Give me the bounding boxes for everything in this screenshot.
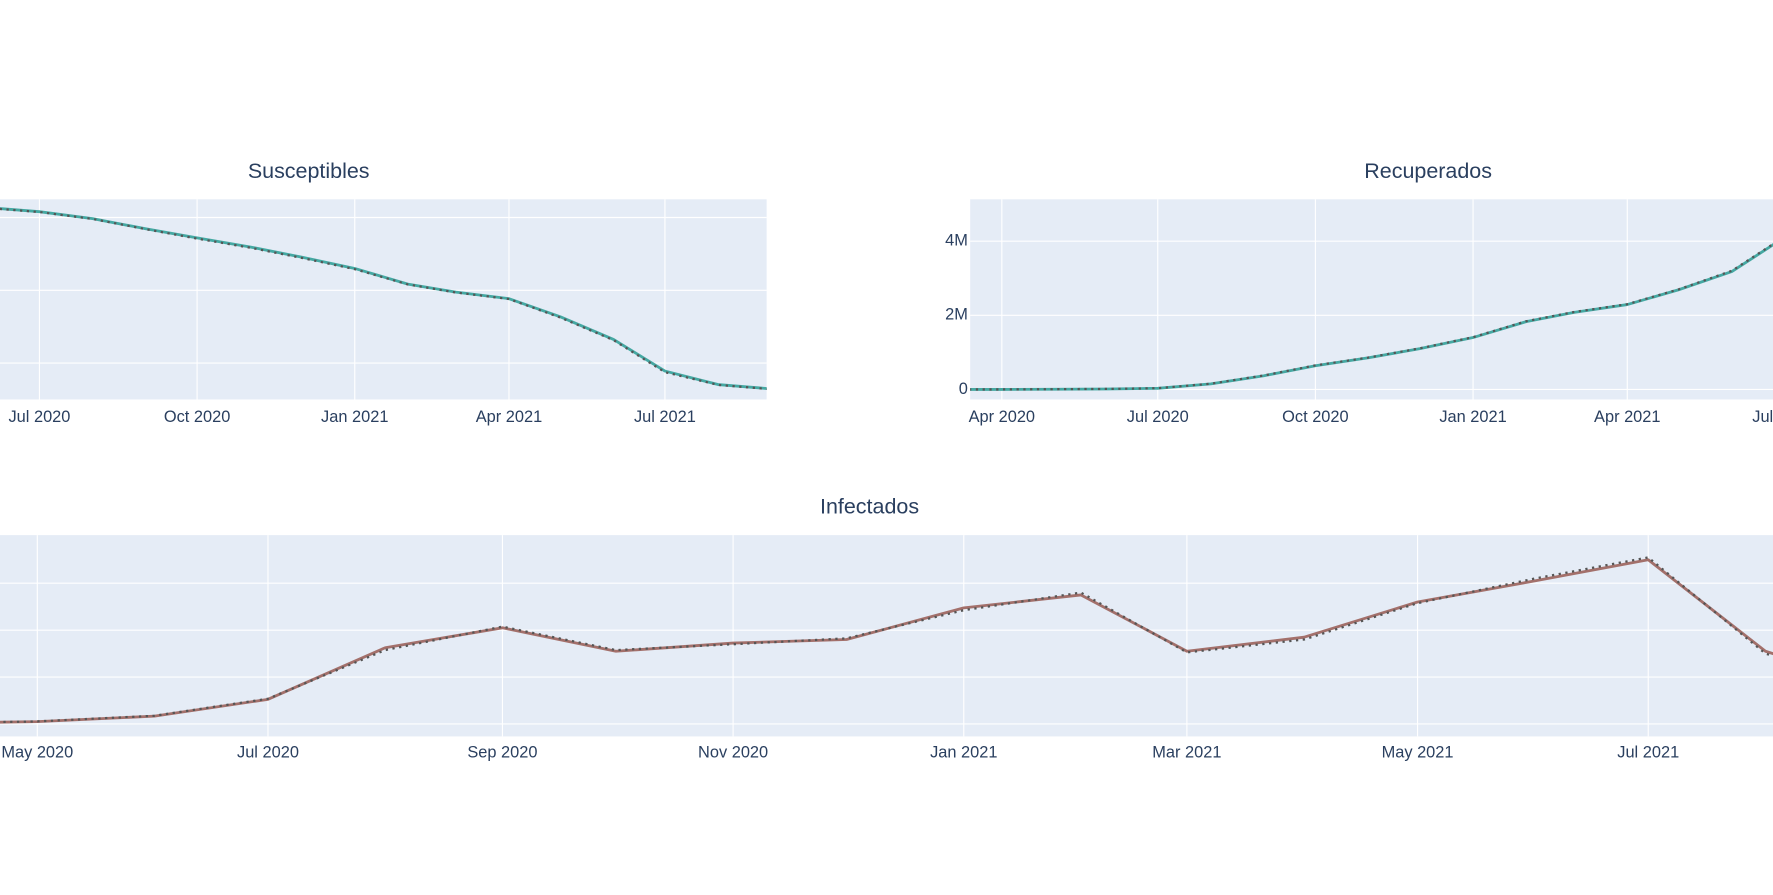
x-tick-label: Mar 2021 [1152,744,1221,762]
x-tick-label: Jul 2021 [1617,744,1679,762]
series-line [0,207,767,391]
x-tick-label: Jan 2021 [1439,408,1506,426]
x-tick-label: Jan 2021 [321,408,388,426]
chart-title: Infectados [820,495,919,519]
plot-background [0,199,767,400]
x-tick-label: May 2021 [1382,744,1454,762]
x-tick-label: Apr 2020 [969,408,1035,426]
lines [970,242,1773,391]
lines [0,556,1773,724]
x-tick-label: Jul 2021 [1752,408,1773,426]
series-line [0,556,1773,724]
x-tick-label: Jul 2020 [8,408,70,426]
series-line [970,242,1773,391]
plot-background [970,199,1773,400]
x-tick-label: Jul 2020 [1127,408,1189,426]
x-tick-label: Nov 2020 [698,744,768,762]
subplot: Jul 2020 Oct 2020 Jan 2021 Apr 2021 Jul 2021… [0,199,767,426]
x-tick-label: Jan 2021 [930,744,997,762]
x-tick-label: Jul 2020 [237,744,299,762]
x-tick-label: Apr 2021 [476,408,542,426]
y-tick-label: 4M [945,232,968,250]
subplot: May 2020 Jul 2020 Sep 2020 Nov 2020 Jan 2021… [0,535,1773,762]
x-tick-label: Oct 2020 [1282,408,1348,426]
chart-title: Susceptibles [248,159,370,183]
y-tick-label: 2M [945,306,968,324]
x-tick-label: Oct 2020 [164,408,230,426]
y-tick-label: 0 [959,380,968,398]
x-tick-label: Jul 2021 [634,408,696,426]
lines [0,207,767,391]
x-tick-label: Apr 2021 [1594,408,1660,426]
chart-title: Recuperados [1364,159,1492,183]
plot-background [0,535,1773,737]
x-tick-label: May 2020 [1,744,73,762]
x-tick-label: Sep 2020 [467,744,537,762]
subplot: Apr 2020 Jul 2020 Oct 2020 Jan 2021 Apr 2021… [945,199,1773,426]
